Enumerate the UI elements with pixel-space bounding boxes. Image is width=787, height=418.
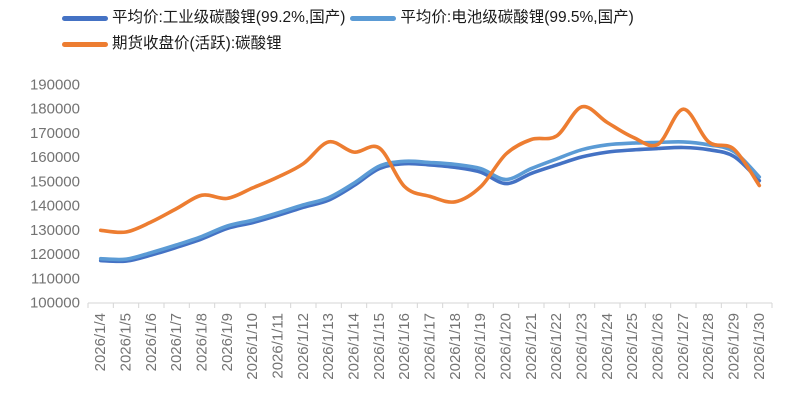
x-axis-tick-label: 2026/1/25 — [624, 313, 641, 380]
legend-label: 期货收盘价(活跃):碳酸锂 — [112, 35, 282, 52]
legend-line-swatch-futures-close — [62, 41, 108, 47]
y-axis-tick-label: 180000 — [30, 101, 80, 118]
x-axis-tick-label: 2026/1/9 — [219, 313, 236, 371]
x-axis-tick-label: 2026/1/22 — [548, 313, 565, 380]
x-axis-tick-label: 2026/1/7 — [168, 313, 185, 371]
y-axis-tick-label: 160000 — [30, 149, 80, 166]
legend-item-industrial-avg: 平均价:工业级碳酸锂(99.2%,国产) — [62, 8, 345, 28]
x-axis-tick-label: 2026/1/14 — [346, 313, 363, 380]
x-axis-tick-label: 2026/1/15 — [371, 313, 388, 380]
y-axis-tick-label: 100000 — [30, 295, 80, 312]
y-axis-tick-label: 110000 — [31, 270, 80, 287]
y-axis-tick-label: 150000 — [30, 173, 80, 190]
x-axis-tick-label: 2026/1/12 — [295, 313, 312, 380]
series-line-futures-close — [98, 104, 762, 235]
legend-label: 平均价:电池级碳酸锂(99.5%,国产) — [400, 9, 634, 26]
x-axis-tick-label: 2026/1/29 — [726, 313, 743, 380]
x-axis-tick-label: 2026/1/17 — [422, 313, 439, 380]
x-axis-tick-label: 2026/1/21 — [523, 313, 540, 380]
legend-item-battery-avg: 平均价:电池级碳酸锂(99.5%,国产) — [350, 8, 634, 28]
series-line-industrial-avg — [98, 145, 762, 264]
y-axis-tick-label: 140000 — [30, 198, 80, 215]
x-axis-tick-label: 2026/1/11 — [270, 313, 287, 379]
legend-label: 平均价:工业级碳酸锂(99.2%,国产) — [112, 9, 346, 26]
series-line-battery-avg — [98, 139, 762, 262]
x-axis-tick-label: 2026/1/28 — [700, 313, 717, 380]
y-axis-tick-label: 120000 — [30, 246, 80, 263]
x-axis-tick-label: 2026/1/30 — [751, 313, 768, 380]
y-axis-tick-label: 190000 — [30, 77, 80, 94]
x-axis-tick-label: 2026/1/19 — [472, 313, 489, 380]
x-axis-tick-label: 2026/1/10 — [244, 313, 261, 380]
x-axis-tick-label: 2026/1/6 — [143, 313, 160, 371]
y-axis-tick-label: 170000 — [30, 125, 80, 142]
legend-line-swatch-industrial-avg — [62, 15, 108, 21]
x-axis-tick-label: 2026/1/23 — [574, 313, 591, 380]
x-axis-tick-label: 2026/1/18 — [447, 313, 464, 380]
legend-line-swatch-battery-avg — [350, 15, 397, 21]
x-axis-tick-label: 2026/1/26 — [650, 313, 667, 380]
x-axis-tick-label: 2026/1/20 — [498, 313, 515, 380]
x-axis-tick-label: 2026/1/24 — [599, 313, 616, 380]
x-axis-tick-label: 2026/1/5 — [118, 313, 135, 371]
chart-legend: 平均价:工业级碳酸锂(99.2%,国产) 平均价:电池级碳酸锂(99.5%,国产)… — [62, 8, 787, 54]
x-axis-tick-label: 2026/1/4 — [92, 313, 109, 371]
y-axis-tick-label: 130000 — [30, 222, 80, 239]
x-axis-tick-label: 2026/1/16 — [396, 313, 413, 380]
x-axis-tick-label: 2026/1/8 — [194, 313, 211, 371]
x-axis-tick-label: 2026/1/27 — [675, 313, 692, 380]
legend-item-futures-close: 期货收盘价(活跃):碳酸锂 — [62, 34, 282, 54]
x-axis-tick-label: 2026/1/13 — [320, 313, 337, 380]
